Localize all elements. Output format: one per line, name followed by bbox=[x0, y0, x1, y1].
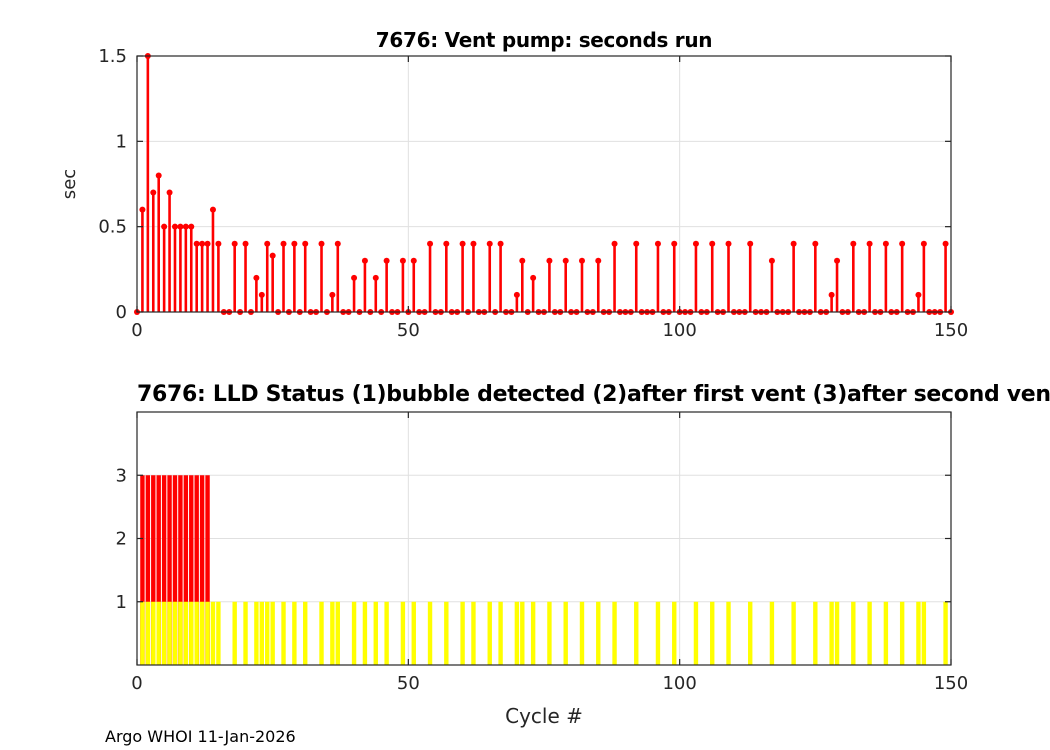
x-tick-label: 50 bbox=[397, 320, 420, 341]
x-tick-label: 0 bbox=[131, 673, 142, 694]
y-tick-label: 0.5 bbox=[98, 217, 127, 238]
x-tick-label: 0 bbox=[131, 320, 142, 341]
y-tick-label: 3 bbox=[116, 465, 127, 486]
x-tick-label: 150 bbox=[934, 673, 968, 694]
x-tick-label: 50 bbox=[397, 673, 420, 694]
y-tick-label: 2 bbox=[116, 529, 127, 550]
y-axis-label-sec: sec bbox=[59, 168, 80, 200]
y-tick-label: 1 bbox=[116, 131, 127, 152]
x-tick-label: 150 bbox=[934, 320, 968, 341]
top-plot-title: 7676: Vent pump: seconds run bbox=[375, 28, 713, 52]
footer-annotation: Argo WHOI 11-Jan-2026 bbox=[105, 727, 296, 746]
y-tick-label: 1 bbox=[116, 592, 127, 613]
y-tick-label: 1.5 bbox=[98, 46, 127, 67]
y-tick-label: 0 bbox=[116, 302, 127, 323]
x-axis-label-cycle: Cycle # bbox=[505, 704, 583, 728]
bottom-plot-title: 7676: LLD Status (1)bubble detected (2)a… bbox=[137, 382, 1050, 407]
x-tick-label: 100 bbox=[662, 320, 696, 341]
x-tick-label: 100 bbox=[662, 673, 696, 694]
